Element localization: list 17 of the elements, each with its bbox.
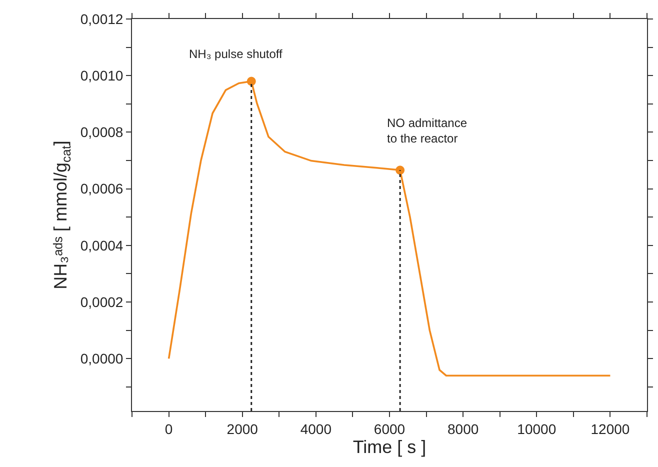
x-tick-label: 8000 bbox=[447, 420, 479, 437]
y-tick-label: 0,0002 bbox=[80, 294, 124, 310]
y-tick-label: 0,0010 bbox=[80, 68, 124, 84]
y-tick-label: 0,0006 bbox=[80, 180, 124, 197]
x-tick-label: 10000 bbox=[517, 420, 556, 437]
y-tick-label: 0,0004 bbox=[80, 237, 124, 254]
x-tick-label: 2000 bbox=[226, 420, 258, 437]
x-tick-label: 4000 bbox=[300, 420, 332, 437]
annotation: NO admittance to the reactor bbox=[387, 116, 468, 146]
y-tick-label: 0,0008 bbox=[80, 124, 124, 140]
x-tick-label: 12000 bbox=[590, 420, 630, 437]
x-tick-label: 0 bbox=[164, 420, 173, 437]
y-tick-label: 0,0012 bbox=[80, 10, 124, 27]
annotation: NH₃ pulse shutoff bbox=[189, 47, 284, 61]
y-tick-label: 0,0000 bbox=[80, 350, 124, 367]
x-tick-label: 6000 bbox=[374, 420, 406, 437]
x-axis-title: Time [ s ] bbox=[352, 436, 426, 457]
